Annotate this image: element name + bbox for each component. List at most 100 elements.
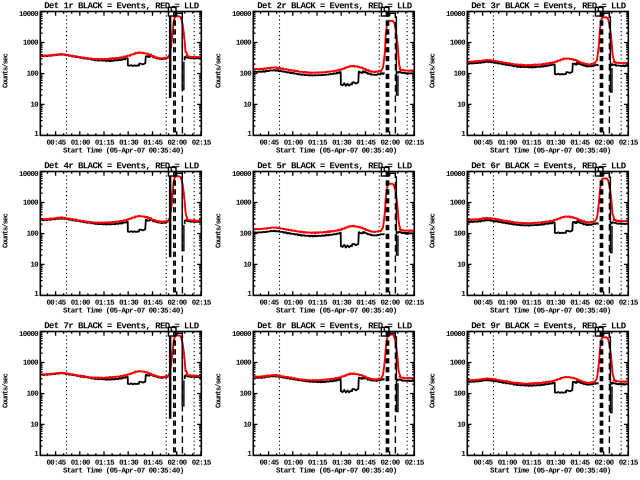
svg-text:10: 10 [244,262,253,270]
svg-text:100: 100 [240,71,253,79]
svg-text:100: 100 [240,391,253,399]
svg-text:1000: 1000 [23,200,39,208]
svg-text:Start Time (05-Apr-07 00:35:40: Start Time (05-Apr-07 00:35:40) [490,467,611,475]
svg-text:100: 100 [453,231,466,239]
svg-text:Counts/sec: Counts/sec [2,213,10,248]
svg-text:01:45: 01:45 [570,140,590,148]
svg-text:01:30: 01:30 [546,460,566,468]
svg-text:01:00: 01:00 [71,300,91,308]
svg-text:Counts/sec: Counts/sec [216,53,224,88]
svg-text:Start Time (05-Apr-07 00:35:40: Start Time (05-Apr-07 00:35:40) [276,467,397,475]
svg-text:10000: 10000 [446,11,466,19]
svg-text:Det 2r BLACK = Events, RED = L: Det 2r BLACK = Events, RED = LLD [258,1,413,11]
svg-text:01:00: 01:00 [284,460,304,468]
svg-text:01:45: 01:45 [143,300,163,308]
svg-text:01:30: 01:30 [546,300,566,308]
svg-text:01:30: 01:30 [119,140,139,148]
svg-text:1: 1 [34,451,39,459]
svg-text:02:00: 02:00 [168,140,188,148]
svg-text:1: 1 [461,451,466,459]
svg-text:100: 100 [240,231,253,239]
svg-text:Det 5r BLACK = Events, RED = L: Det 5r BLACK = Events, RED = LLD [258,161,413,171]
svg-text:100: 100 [27,391,40,399]
svg-text:10: 10 [244,102,253,110]
svg-text:Start Time (05-Apr-07 00:35:40: Start Time (05-Apr-07 00:35:40) [490,147,611,155]
svg-text:10000: 10000 [19,171,39,179]
svg-text:1000: 1000 [450,360,466,368]
svg-text:00:45: 00:45 [473,140,493,148]
svg-text:01:30: 01:30 [332,300,352,308]
svg-text:Start Time (05-Apr-07 00:35:40: Start Time (05-Apr-07 00:35:40) [63,307,184,315]
svg-text:01:30: 01:30 [119,460,139,468]
svg-text:01:45: 01:45 [143,140,163,148]
svg-text:01:15: 01:15 [95,300,115,308]
svg-text:100: 100 [27,71,40,79]
svg-text:01:30: 01:30 [546,140,566,148]
svg-text:01:30: 01:30 [332,460,352,468]
svg-text:10: 10 [457,262,466,270]
svg-text:1000: 1000 [23,40,39,48]
svg-text:Det 9r BLACK = Events, RED = L: Det 9r BLACK = Events, RED = LLD [471,321,626,331]
svg-text:Counts/sec: Counts/sec [2,373,10,408]
svg-text:01:45: 01:45 [570,460,590,468]
svg-text:02:15: 02:15 [618,300,638,308]
svg-text:02:00: 02:00 [594,140,614,148]
svg-text:00:45: 00:45 [47,140,67,148]
svg-text:1000: 1000 [236,40,252,48]
svg-text:10: 10 [30,102,39,110]
svg-text:1000: 1000 [450,200,466,208]
svg-text:Det 6r BLACK = Events, RED = L: Det 6r BLACK = Events, RED = LLD [471,161,626,171]
svg-text:01:00: 01:00 [71,140,91,148]
svg-text:1: 1 [34,131,39,139]
svg-text:Start Time (05-Apr-07 00:35:40: Start Time (05-Apr-07 00:35:40) [63,147,184,155]
svg-text:02:00: 02:00 [168,460,188,468]
svg-text:10: 10 [457,102,466,110]
svg-text:01:00: 01:00 [497,300,517,308]
svg-text:100: 100 [453,71,466,79]
svg-text:1000: 1000 [236,360,252,368]
svg-text:00:45: 00:45 [473,300,493,308]
svg-text:01:45: 01:45 [357,140,377,148]
svg-text:10000: 10000 [446,171,466,179]
svg-text:10000: 10000 [19,331,39,339]
svg-text:10000: 10000 [232,171,252,179]
svg-text:01:30: 01:30 [119,300,139,308]
svg-text:1: 1 [247,291,252,299]
svg-text:01:15: 01:15 [308,300,328,308]
svg-text:Counts/sec: Counts/sec [429,53,437,88]
svg-text:10: 10 [30,422,39,430]
svg-text:02:00: 02:00 [594,300,614,308]
svg-text:00:45: 00:45 [47,460,67,468]
svg-text:Counts/sec: Counts/sec [2,53,10,88]
svg-text:01:00: 01:00 [284,300,304,308]
svg-text:Counts/sec: Counts/sec [216,213,224,248]
svg-text:01:30: 01:30 [332,140,352,148]
svg-text:Start Time (05-Apr-07 00:35:40: Start Time (05-Apr-07 00:35:40) [490,307,611,315]
svg-text:02:15: 02:15 [405,460,425,468]
svg-text:10000: 10000 [446,331,466,339]
svg-text:02:15: 02:15 [405,140,425,148]
svg-text:1: 1 [34,291,39,299]
svg-text:01:45: 01:45 [570,300,590,308]
svg-text:Start Time (05-Apr-07 00:35:40: Start Time (05-Apr-07 00:35:40) [276,147,397,155]
svg-text:02:15: 02:15 [618,140,638,148]
svg-text:01:15: 01:15 [522,300,542,308]
svg-text:Start Time (05-Apr-07 00:35:40: Start Time (05-Apr-07 00:35:40) [63,467,184,475]
svg-text:1: 1 [461,131,466,139]
svg-text:01:00: 01:00 [284,140,304,148]
svg-text:02:00: 02:00 [381,140,401,148]
svg-text:01:15: 01:15 [308,460,328,468]
svg-text:Det 1r BLACK = Events, RED = L: Det 1r BLACK = Events, RED = LLD [44,1,199,11]
svg-text:01:45: 01:45 [357,460,377,468]
svg-text:1: 1 [247,131,252,139]
svg-text:02:15: 02:15 [405,300,425,308]
svg-text:01:00: 01:00 [497,140,517,148]
svg-text:01:45: 01:45 [357,300,377,308]
svg-text:Counts/sec: Counts/sec [216,373,224,408]
svg-text:02:15: 02:15 [618,460,638,468]
svg-text:02:15: 02:15 [192,460,212,468]
svg-text:Det 4r BLACK = Events, RED = L: Det 4r BLACK = Events, RED = LLD [44,161,199,171]
svg-text:02:00: 02:00 [594,460,614,468]
svg-text:01:00: 01:00 [497,460,517,468]
svg-text:10000: 10000 [19,11,39,19]
